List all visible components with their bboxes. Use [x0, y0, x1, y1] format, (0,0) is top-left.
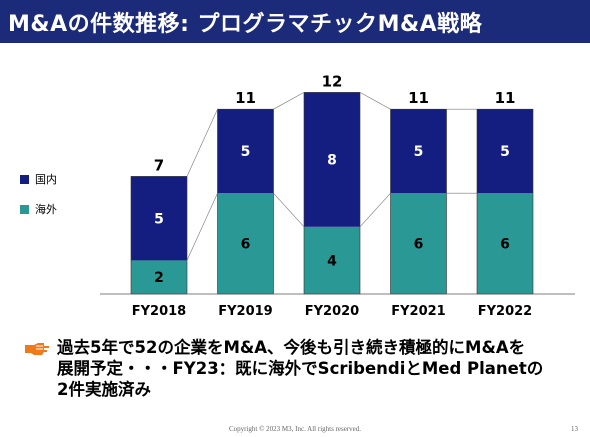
copyright-footer: Copyright © 2023 M3, Inc. All rights res…: [228, 425, 362, 433]
total-label-FY2022: 11: [495, 89, 516, 107]
legend-label-overseas: 海外: [35, 203, 57, 216]
data-label-overseas-FY2021: 6: [414, 237, 424, 253]
data-label-overseas-FY2019: 6: [241, 237, 251, 253]
chart-legend: 国内 海外: [20, 171, 57, 231]
data-label-overseas-FY2018: 2: [154, 270, 164, 286]
bar-segment-overseas-FY2019: [217, 193, 274, 294]
page-number: 13: [571, 425, 578, 433]
x-tick-label-FY2021: FY2021: [391, 304, 445, 319]
legend-item-domestic: 国内: [20, 171, 57, 187]
connector-mid-1: [273, 192, 305, 228]
data-label-domestic-FY2022: 5: [500, 144, 510, 160]
legend-item-overseas: 海外: [20, 201, 57, 217]
bar-segment-overseas-FY2020: [304, 226, 360, 294]
bar-segment-domestic-FY2021: [390, 109, 447, 194]
data-label-domestic-FY2018: 5: [154, 211, 164, 227]
connector-mid-0: [186, 193, 218, 261]
connector-top-0: [186, 109, 218, 177]
data-label-overseas-FY2022: 6: [500, 237, 510, 253]
x-tick-label-FY2022: FY2022: [478, 304, 532, 319]
bar-segment-domestic-FY2022: [477, 109, 533, 194]
data-label-domestic-FY2019: 5: [241, 144, 251, 160]
legend-label-domestic: 国内: [35, 173, 57, 186]
data-label-overseas-FY2020: 4: [327, 253, 337, 269]
total-label-FY2019: 11: [235, 89, 256, 107]
x-tick-label-FY2018: FY2018: [132, 304, 186, 319]
page-title: M&Aの件数推移: プログラマチックM&A戦略: [8, 12, 483, 37]
connector-top-2: [359, 92, 391, 110]
stacked-bar-chart: 2 5 7 FY2018 6 5 11 FY2019 4 8 12 FY2020 6 5 11 FY2021 6…: [100, 72, 575, 319]
data-label-domestic-FY2021: 5: [414, 144, 424, 160]
bar-segment-overseas-FY2022: [477, 193, 533, 294]
bar-segment-domestic-FY2019: [217, 109, 274, 194]
connector-mid-2: [359, 192, 391, 228]
bar-segment-domestic-FY2020: [304, 92, 360, 227]
x-tick-label-FY2019: FY2019: [218, 304, 272, 319]
total-label-FY2020: 12: [322, 72, 343, 90]
bar-segment-domestic-FY2018: [131, 176, 187, 261]
legend-swatch-overseas: [20, 204, 29, 214]
bar-segment-overseas-FY2018: [131, 260, 187, 294]
data-label-domestic-FY2020: 8: [327, 153, 337, 169]
bar-segment-overseas-FY2021: [390, 193, 447, 294]
total-label-FY2018: 7: [154, 156, 164, 174]
connector-top-1: [273, 92, 305, 110]
pointing-hand-icon: [25, 343, 49, 355]
total-label-FY2021: 11: [408, 89, 429, 107]
title-bar: M&Aの件数推移: プログラマチックM&A戦略: [0, 0, 590, 43]
x-tick-label-FY2020: FY2020: [305, 304, 359, 319]
legend-swatch-domestic: [20, 174, 29, 184]
summary-note: 過去5年で52の企業をM&A、今後も引き続き積極的にM&Aを 展開予定・・・FY…: [57, 338, 544, 399]
